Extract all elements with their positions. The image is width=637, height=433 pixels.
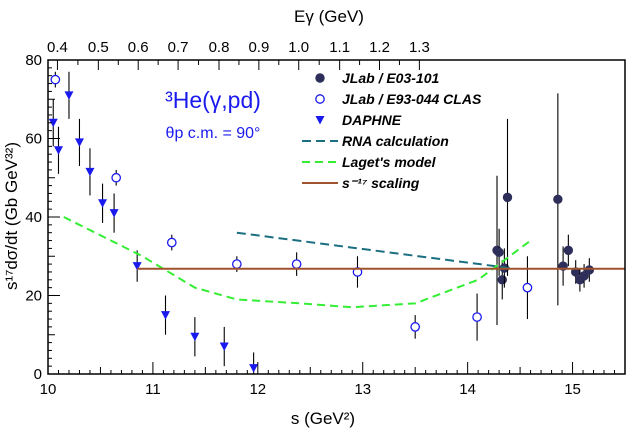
top-tick-label: 1.0 <box>288 39 309 56</box>
data-point-series-2 <box>85 167 95 177</box>
top-tick-label: 0.4 <box>47 39 68 56</box>
y-tick-label: 60 <box>25 131 42 148</box>
data-point-series-2 <box>98 199 108 208</box>
legend-label: s⁻¹⁷ scaling <box>342 175 420 191</box>
legend-label: JLab / E03-101 <box>342 70 439 86</box>
data-point-series-2 <box>64 91 74 100</box>
legend-label: RNA calculation <box>342 133 449 149</box>
data-point-series-2 <box>132 262 142 271</box>
data-point-series-0 <box>494 247 504 258</box>
top-tick-label: 0.8 <box>209 39 230 56</box>
x-tick-label: 12 <box>249 381 266 398</box>
legend-symbol-2 <box>315 116 325 125</box>
y-tick-label: 0 <box>34 366 42 383</box>
data-point-series-0 <box>497 275 507 285</box>
top-tick-label: 0.5 <box>88 39 109 56</box>
x-tick-label: 13 <box>354 381 371 398</box>
x-tick-label: 15 <box>564 381 581 398</box>
x-tick-label: 14 <box>459 381 476 398</box>
data-point-series-1 <box>111 172 122 183</box>
x-tick-label: 10 <box>40 381 57 398</box>
plot-area <box>48 71 625 374</box>
data-point-series-0 <box>563 245 574 256</box>
data-point-series-1 <box>50 74 61 85</box>
data-point-series-1 <box>472 312 482 322</box>
data-point-series-1 <box>166 237 177 248</box>
data-point-series-1 <box>352 267 363 277</box>
data-point-series-0 <box>584 265 595 275</box>
data-point-series-2 <box>249 364 259 373</box>
data-point-series-0 <box>553 194 563 205</box>
data-point-series-2 <box>160 311 170 320</box>
y-tick-label: 20 <box>25 288 42 305</box>
data-point-series-2 <box>48 118 58 128</box>
legend-label: JLab / E93-044 CLAS <box>342 91 482 107</box>
data-point-series-2 <box>74 138 84 147</box>
data-point-series-2 <box>190 332 200 342</box>
plot-frame <box>47 59 626 375</box>
angle-label: θp c.m. = 90° <box>166 125 261 142</box>
data-point-series-0 <box>502 192 513 203</box>
data-point-series-0 <box>579 271 589 281</box>
y-axis-label: s¹⁷dσ/dt (Gb GeV³²) <box>2 142 21 290</box>
series-line-3 <box>236 231 510 270</box>
reaction-label: ³He(γ,pd) <box>165 87 261 113</box>
legend-symbol-1 <box>315 94 325 104</box>
data-point-series-1 <box>231 259 242 269</box>
top-tick-label: 0.9 <box>248 39 269 56</box>
y-tick-label: 80 <box>25 52 42 69</box>
top-tick-label: 1.2 <box>369 39 390 56</box>
top-tick-label: 1.3 <box>409 39 430 56</box>
data-point-series-1 <box>291 259 302 269</box>
top-axis-label: Eγ (GeV) <box>294 7 364 26</box>
legend-label: DAPHNE <box>342 112 402 128</box>
top-tick-label: 1.1 <box>329 39 350 56</box>
data-point-series-1 <box>522 282 533 293</box>
data-point-series-2 <box>219 342 229 352</box>
top-tick-label: 0.6 <box>128 39 149 56</box>
x-tick-label: 11 <box>145 381 161 398</box>
legend-label: Laget's model <box>342 154 437 170</box>
legend-symbol-0 <box>315 73 325 83</box>
x-axis-label: s (GeV²) <box>291 409 355 428</box>
data-point-series-1 <box>410 322 421 332</box>
top-tick-label: 0.7 <box>168 39 189 56</box>
data-point-series-2 <box>109 209 119 218</box>
y-tick-label: 40 <box>25 209 42 226</box>
data-point-series-2 <box>53 146 63 155</box>
